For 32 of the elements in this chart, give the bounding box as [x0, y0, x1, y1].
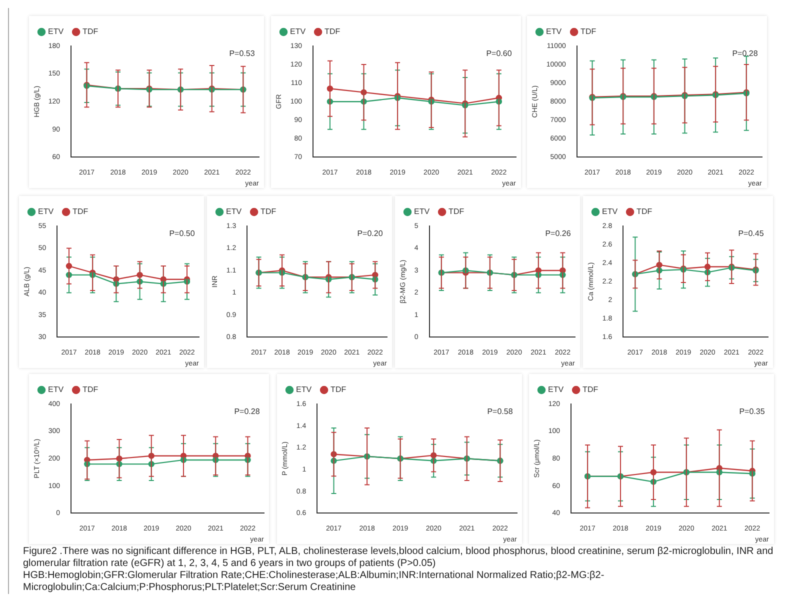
legend-label: ETV — [48, 27, 64, 36]
legend-label: TDF — [260, 207, 276, 216]
legend-label: ETV — [602, 207, 618, 216]
annotation: P=0.28 — [732, 49, 758, 58]
legend-label: ETV — [226, 207, 242, 216]
annotation: P=0.60 — [486, 49, 512, 58]
legend-label: TDF — [72, 207, 88, 216]
legend-label: ETV — [548, 385, 564, 394]
legend-label: TDF — [82, 27, 98, 36]
legend-label: TDF — [636, 207, 652, 216]
annotation: P=0.26 — [545, 229, 572, 238]
legend-label: ETV — [296, 385, 312, 394]
legend-label: TDF — [582, 385, 598, 394]
text: HGB:Hemoglobin;GFR:Glomerular Filtration Rate;CHE:Cholinesterase;ALB:Albumin;INR:International Normalized Ratio;β2-MG:β2-Microglobulin;Ca:Calcium;P:Phosphorus;PLT:Platelet;Scr:Serum Creatinine — [23, 570, 606, 594]
legend-label: ETV — [48, 385, 64, 394]
legend-label: TDF — [324, 27, 340, 36]
legend-label: ETV — [290, 27, 306, 36]
annotation: P=0.50 — [169, 229, 196, 238]
legend-label: TDF — [330, 385, 346, 394]
legend-label: TDF — [82, 385, 98, 394]
annotation: P=0.45 — [738, 229, 764, 238]
legend-label: ETV — [414, 207, 430, 216]
annotation: P=0.53 — [229, 49, 256, 58]
caption: Figure2 .There was no significant difference in HGB, PLT, ALB, cholinesterase levels,blood calcium, blood phosphorus, blood creatinine, serum β2-microglobulin, INR and glomerular filtration rate (eGFR) at 1, 2, 3, 4, 5 and 6 years in two groups of patients (P>0.05) — [23, 546, 774, 570]
legend-label: TDF — [580, 27, 596, 36]
legend-label: ETV — [546, 27, 562, 36]
legend-label: TDF — [448, 207, 464, 216]
annotation: P=0.58 — [487, 407, 514, 416]
legend-label: ETV — [38, 207, 54, 216]
annotation: P=0.28 — [234, 407, 260, 416]
annotation: P=0.20 — [357, 229, 384, 238]
annotation: P=0.35 — [739, 407, 766, 416]
